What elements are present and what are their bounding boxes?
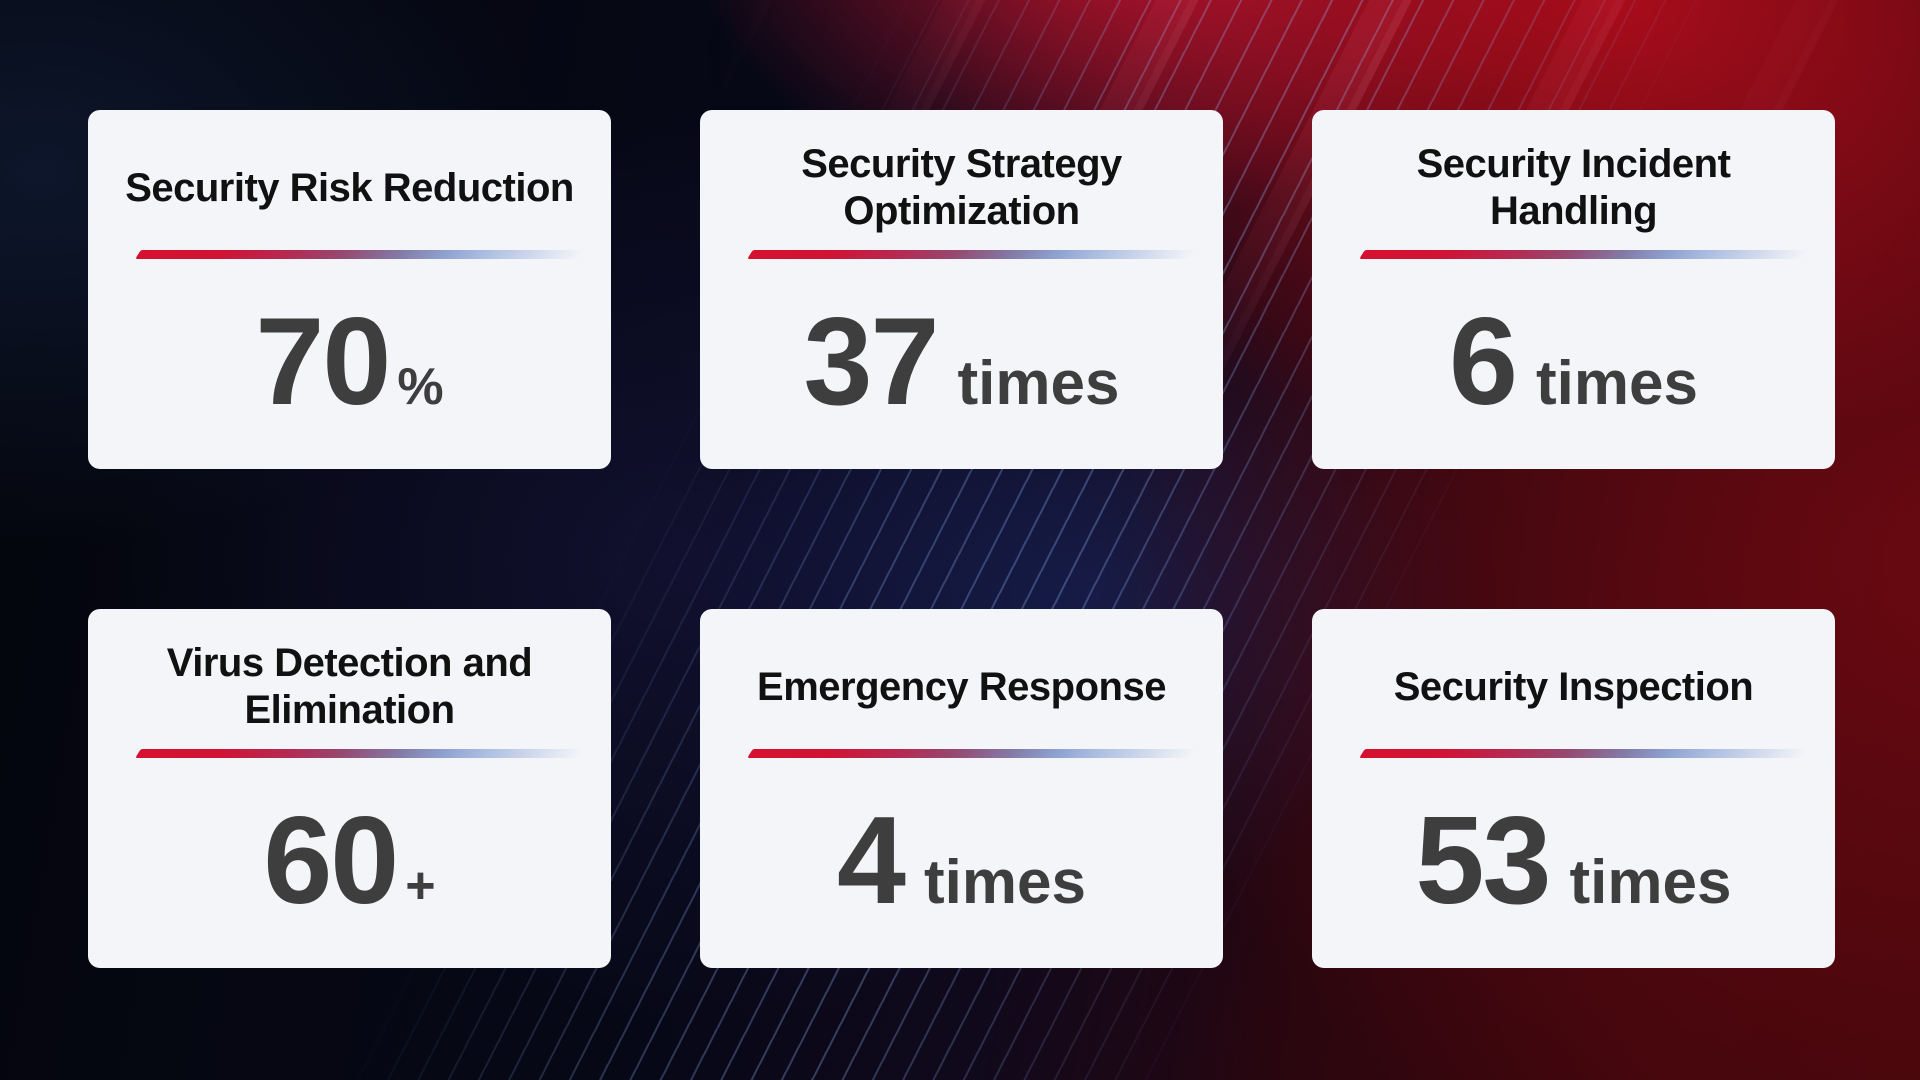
stat-unit: times [924,848,1086,917]
value-row: 6 times [1449,300,1698,424]
stat-unit: % [397,358,444,416]
stat-number: 70 [255,293,391,431]
gradient-divider [1359,749,1818,758]
gradient-divider [135,250,594,259]
stat-card-grid: Security Risk Reduction 70 % Security St… [88,110,1835,968]
card-value: 37 times [728,259,1195,441]
card-title: Security Risk Reduction [125,165,574,210]
card-title: Security Incident Handling [1416,142,1731,233]
card-title: Security Strategy Optimization [801,142,1122,233]
value-row: 37 times [804,300,1120,424]
stat-number: 53 [1415,792,1552,930]
gradient-divider [1359,250,1818,259]
card-title: Security Inspection [1393,664,1754,709]
stat-number: 6 [1449,293,1518,431]
stat-card-security-strategy-optimization: Security Strategy Optimization 37 times [700,110,1223,469]
stat-number: 60 [263,792,399,930]
value-row: 70 % [255,300,443,424]
gradient-divider [747,250,1206,259]
value-row: 53 times [1416,799,1732,923]
value-row: 60 + [263,799,435,923]
stat-card-emergency-response: Emergency Response 4 times [700,609,1223,968]
value-row: 4 times [837,799,1086,923]
stat-unit: times [957,349,1120,418]
card-value: 60 + [116,758,583,940]
stat-unit: times [1536,349,1698,418]
card-value: 4 times [728,758,1195,940]
gradient-divider [135,749,594,758]
card-value: 53 times [1340,758,1807,940]
stat-number: 4 [837,792,906,930]
stat-number: 37 [803,293,940,431]
card-title: Emergency Response [757,664,1166,709]
stat-unit: times [1569,848,1732,917]
stat-card-security-inspection: Security Inspection 53 times [1312,609,1835,968]
gradient-divider [747,749,1206,758]
card-value: 6 times [1340,259,1807,441]
stat-unit: + [405,857,436,915]
stat-card-security-incident-handling: Security Incident Handling 6 times [1312,110,1835,469]
card-value: 70 % [116,259,583,441]
card-title: Virus Detection and Elimination [166,641,533,732]
stat-card-virus-detection-and-elimination: Virus Detection and Elimination 60 + [88,609,611,968]
stat-card-security-risk-reduction: Security Risk Reduction 70 % [88,110,611,469]
